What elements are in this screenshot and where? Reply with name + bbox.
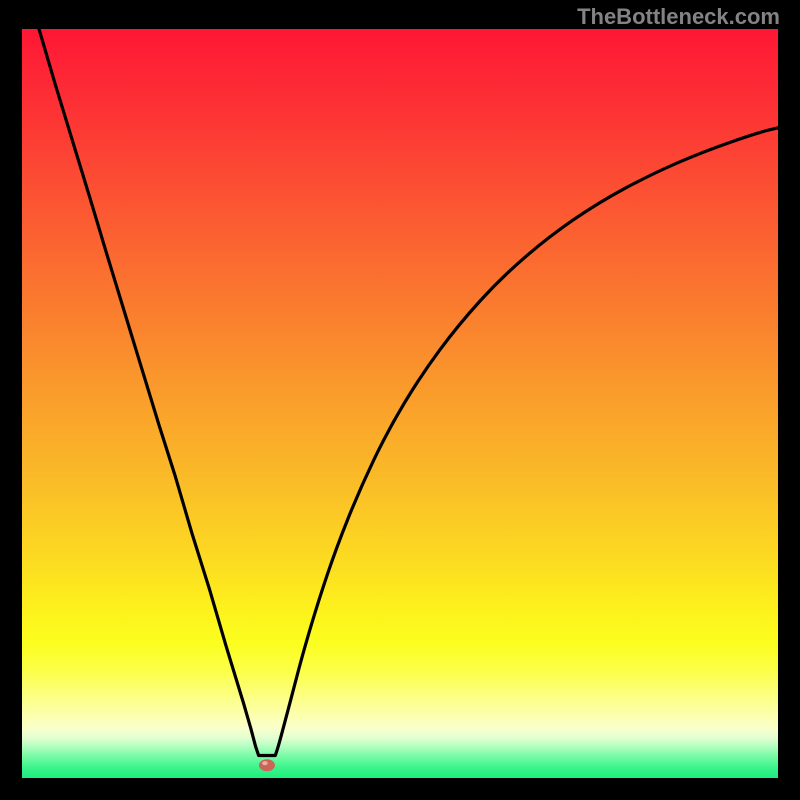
optimum-marker xyxy=(259,759,275,771)
watermark: TheBottleneck.com xyxy=(577,4,780,29)
plot-area xyxy=(22,29,778,778)
bottleneck-chart: TheBottleneck.com xyxy=(0,0,800,800)
